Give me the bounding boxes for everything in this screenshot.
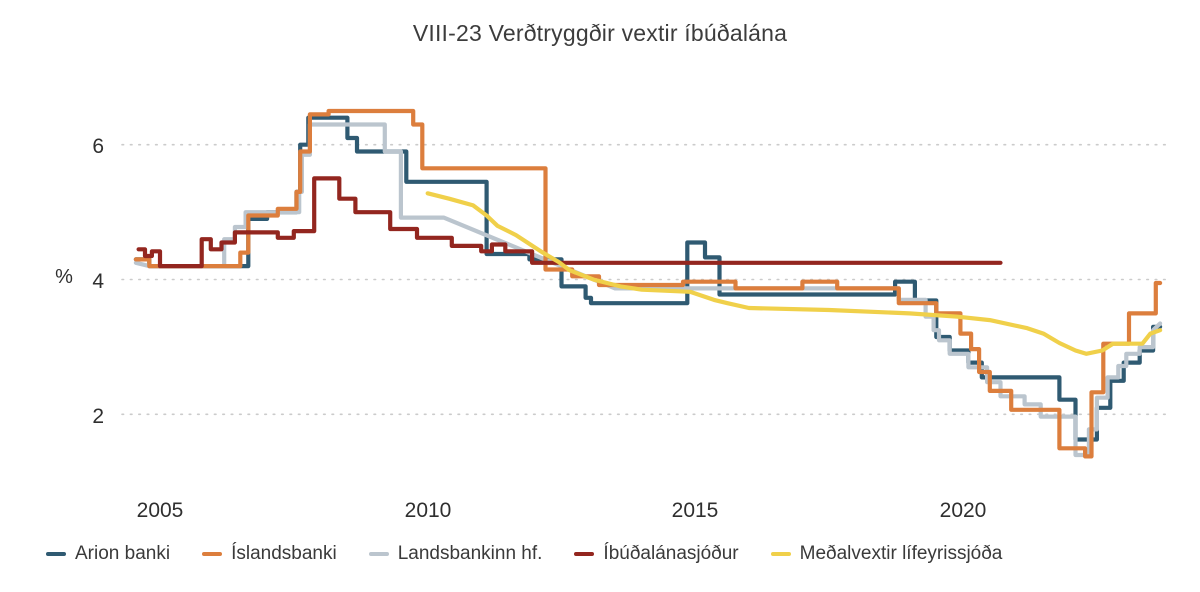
- y-tick-2: 2: [92, 405, 104, 428]
- legend-swatch-islandsbanki: [202, 552, 223, 556]
- legend-item-islandsbanki: Íslandsbanki: [202, 543, 337, 565]
- chart-title: VIII-23 Verðtryggðir vextir íbúðalána: [412, 20, 788, 46]
- legend-swatch-arion-banki: [46, 552, 66, 556]
- x-tick-2005: 2005: [137, 499, 184, 522]
- series-layer: [133, 108, 1163, 459]
- series-line-islandsbanki: [133, 108, 1163, 459]
- legend-swatch-medalvextir-lifeyrissjoda: [770, 552, 791, 556]
- y-tick-6: 6: [92, 135, 104, 158]
- legend-item-medalvextir-lifeyrissjoda: Meðalvextir lífeyrissjóða: [770, 543, 1003, 565]
- legend: Arion banki Íslandsbanki Landsbankinn hf. Í…: [46, 543, 1002, 565]
- legend-label-islandsbanki: Íslandsbanki: [231, 543, 337, 564]
- x-tick-2010: 2010: [405, 499, 452, 522]
- legend-label-medalvextir-lifeyrissjoda: Meðalvextir lífeyrissjóða: [799, 543, 1003, 564]
- legend-swatch-landsbankinn: [368, 552, 389, 556]
- legend-label-arion-banki: Arion banki: [75, 543, 171, 564]
- legend-item-landsbankinn: Landsbankinn hf.: [368, 543, 543, 565]
- y-tick-4: 4: [92, 270, 104, 293]
- y-axis-label: %: [55, 266, 73, 288]
- legend-label-ibudalanasjodur: Íbúðalánasjóður: [603, 543, 739, 564]
- series-line-medalvextir-lifeyrissjoda: [425, 191, 1163, 356]
- x-tick-2020: 2020: [940, 499, 987, 522]
- legend-item-arion-banki: Arion banki: [46, 543, 170, 565]
- legend-item-ibudalanasjodur: Íbúðalánasjóður: [574, 543, 739, 565]
- series-line-ibudalanasjodur: [136, 176, 1003, 269]
- x-tick-2015: 2015: [672, 499, 719, 522]
- legend-label-landsbankinn: Landsbankinn hf.: [397, 543, 543, 564]
- legend-swatch-ibudalanasjodur: [574, 552, 595, 556]
